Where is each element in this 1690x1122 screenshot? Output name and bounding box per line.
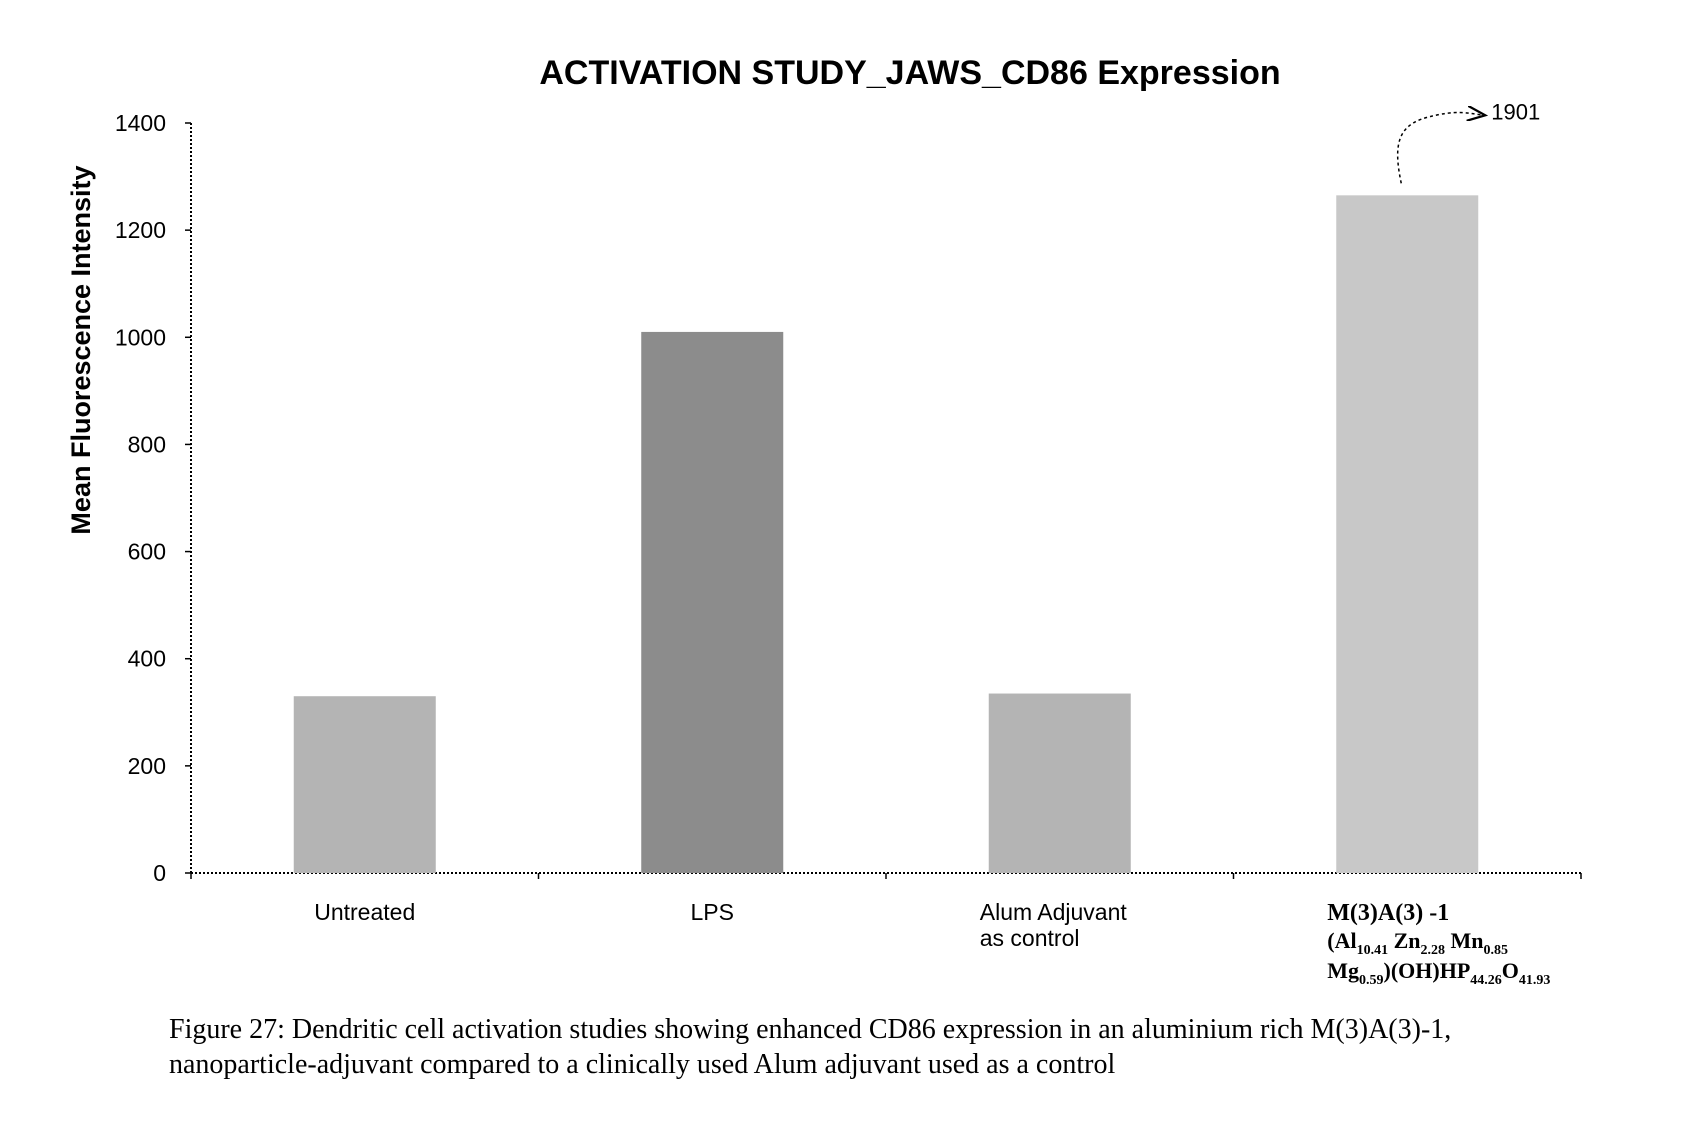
- formula-text: Zn: [1388, 928, 1420, 953]
- break-arrow: [1396, 113, 1486, 184]
- x-tick-label: LPS: [691, 899, 734, 925]
- x-tick-label: as control: [980, 925, 1080, 951]
- x-tick-formula: Mg0.59)(OH)HP44.26O41.93: [1327, 958, 1550, 988]
- y-tick-label: 0: [153, 860, 166, 886]
- y-tick-label: 600: [128, 539, 166, 565]
- formula-subscript: 10.41: [1357, 943, 1389, 958]
- bar: [293, 696, 436, 873]
- bar: [641, 331, 784, 873]
- bar: [1336, 195, 1479, 874]
- formula-text: Mg: [1327, 958, 1359, 983]
- bar: [988, 693, 1131, 873]
- y-tick-label: 1400: [115, 110, 166, 136]
- y-tick-label: 1200: [115, 217, 166, 243]
- formula-subscript: 0.85: [1484, 943, 1509, 958]
- formula-subscript: 2.28: [1421, 943, 1446, 958]
- formula-text: O: [1502, 958, 1519, 983]
- y-tick-label: 400: [128, 646, 166, 672]
- x-tick-formula: (Al10.41 Zn2.28 Mn0.85: [1327, 928, 1508, 958]
- chart-title: ACTIVATION STUDY_JAWS_CD86 Expression: [539, 54, 1280, 92]
- formula-subscript: 41.93: [1519, 973, 1551, 988]
- x-tick-label: Alum Adjuvant: [980, 899, 1128, 925]
- caption: Figure 27: Dendritic cell activation stu…: [169, 1014, 1451, 1045]
- y-tick-label: 800: [128, 431, 166, 457]
- caption: nanoparticle-adjuvant compared to a clin…: [169, 1049, 1115, 1080]
- x-tick-label: Untreated: [314, 899, 415, 925]
- formula-subscript: 44.26: [1470, 973, 1502, 988]
- formula-subscript: 0.59: [1359, 973, 1384, 988]
- x-tick-label: M(3)A(3) -1: [1327, 900, 1449, 926]
- formula-text: (Al: [1327, 928, 1356, 953]
- value-label: 1901: [1491, 99, 1540, 124]
- formula-text: )(OH)HP: [1384, 958, 1471, 983]
- y-tick-label: 1000: [115, 324, 166, 350]
- y-axis-label: Mean Fluorescence Intensity: [66, 165, 96, 534]
- y-tick-label: 200: [128, 753, 166, 779]
- formula-text: Mn: [1445, 928, 1484, 953]
